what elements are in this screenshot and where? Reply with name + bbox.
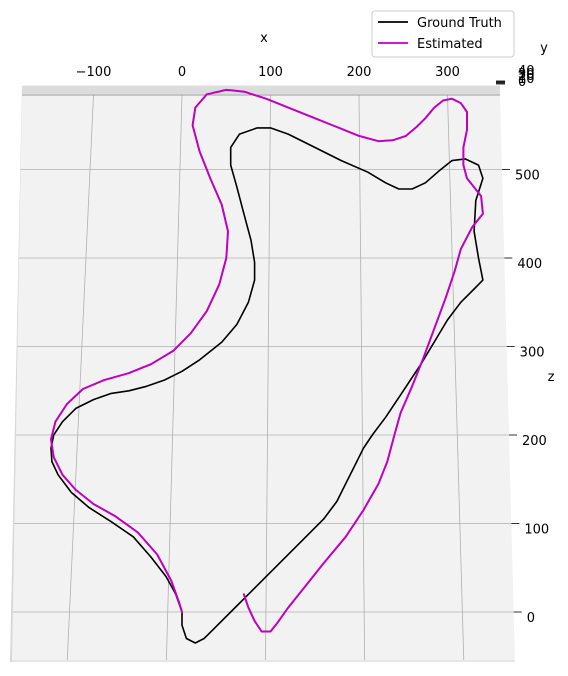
y-tick-label-20: 20 xyxy=(518,69,535,84)
y-tick-label-0: 0 xyxy=(518,75,526,90)
z-tick-label-500: 500 xyxy=(515,169,540,184)
left-wall xyxy=(10,85,22,662)
bottom-floor-edge xyxy=(12,660,515,662)
y-tick-label-40: 40 xyxy=(518,64,535,79)
grid-line-x-0 xyxy=(166,94,183,661)
z-axis-ticks: 0 100 200 300 400 500 xyxy=(501,169,549,626)
z-axis-title: z xyxy=(548,370,555,385)
series-line-ground-truth xyxy=(50,127,484,644)
main-pane xyxy=(12,95,515,662)
x-tick-label-300: 300 xyxy=(435,65,460,80)
y-tick-label-30: 30 xyxy=(518,67,535,82)
top-axis-lines xyxy=(22,86,500,96)
z-tick-label-0: 0 xyxy=(527,611,535,626)
grid-line-x-200 xyxy=(358,94,366,661)
x-tick-label-200: 200 xyxy=(347,65,372,80)
grid-lines xyxy=(12,94,514,661)
y-tick-label-10: 10 xyxy=(518,72,535,87)
grid-line-x--100 xyxy=(66,94,94,661)
grid-line-x-300 xyxy=(447,94,465,661)
x-axis-ticks: −100 0 100 200 300 xyxy=(76,65,460,80)
grid-line-x-100 xyxy=(265,94,271,661)
x-tick-label--100: −100 xyxy=(76,65,112,80)
x-tick-label-0: 0 xyxy=(178,65,186,80)
x-tick-label-100: 100 xyxy=(258,65,283,80)
y-axis-title: y xyxy=(540,41,548,56)
series-line-estimated xyxy=(50,88,484,633)
series-lines xyxy=(50,88,484,644)
z-tick-label-400: 400 xyxy=(517,257,542,272)
legend-label-ground-truth: Ground Truth xyxy=(417,16,502,31)
legend: Ground Truth Estimated xyxy=(371,10,515,58)
x-axis-title: x xyxy=(260,31,268,46)
z-tick-label-200: 200 xyxy=(522,434,547,449)
z-tick-label-300: 300 xyxy=(520,346,545,361)
z-tick-label-100: 100 xyxy=(524,523,549,538)
legend-label-estimated: Estimated xyxy=(417,37,483,52)
